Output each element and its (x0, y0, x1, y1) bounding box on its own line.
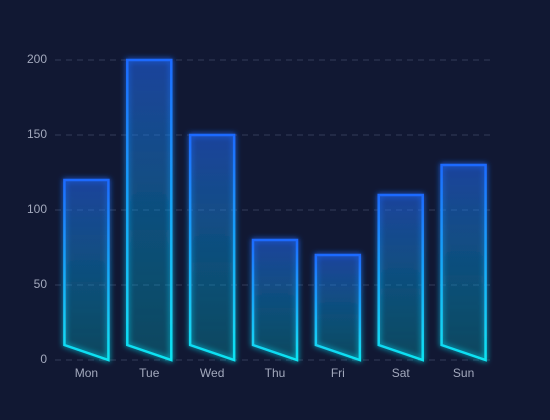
x-tick-label: Thu (265, 366, 286, 380)
x-tick-label: Tue (139, 366, 160, 380)
bar (251, 238, 299, 362)
bar (63, 178, 110, 362)
y-tick-label: 50 (34, 277, 48, 291)
bar (314, 253, 362, 362)
bar (440, 163, 487, 362)
x-tick-label: Wed (200, 366, 224, 380)
y-tick-label: 0 (40, 352, 47, 366)
y-tick-label: 200 (27, 52, 47, 66)
bar (126, 58, 173, 362)
bar (377, 193, 424, 362)
x-tick-label: Mon (75, 366, 98, 380)
bar (188, 133, 236, 362)
x-tick-label: Sat (392, 366, 411, 380)
x-tick-label: Sun (453, 366, 474, 380)
y-tick-label: 100 (27, 202, 47, 216)
y-tick-label: 150 (27, 127, 47, 141)
x-tick-label: Fri (331, 366, 345, 380)
